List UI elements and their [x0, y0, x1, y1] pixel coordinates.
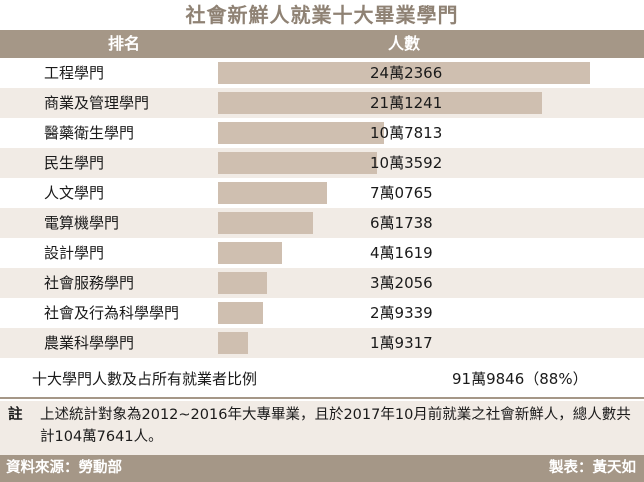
table-row: 醫藥衛生學門 10萬7813 [0, 118, 644, 148]
note-mark: 註 [8, 407, 23, 423]
value-label: 4萬1619 [370, 244, 433, 262]
bar-mark [218, 152, 377, 174]
category-label: 電算機學門 [44, 214, 120, 232]
category-label: 人文學門 [44, 184, 105, 202]
category-label: 醫藥衛生學門 [44, 124, 135, 142]
value-label: 1萬9317 [370, 334, 433, 352]
note-text: 上述統計對象為2012~2016年大專畢業，且於2017年10月前就業之社會新鮮… [40, 407, 631, 445]
table-row: 電算機學門 6萬1738 [0, 208, 644, 238]
value-label: 10萬7813 [370, 124, 443, 142]
table-row: 商業及管理學門 21萬1241 [0, 88, 644, 118]
category-label: 社會及行為科學學門 [44, 304, 180, 322]
summary-row: 十大學門人數及占所有就業者比例 91萬9846（88%） [0, 364, 644, 394]
category-label: 民生學門 [44, 154, 105, 172]
bar-mark [218, 242, 282, 264]
value-label: 21萬1241 [370, 94, 443, 112]
bar-mark [218, 122, 384, 144]
category-label: 農業科學學門 [44, 334, 135, 352]
bar-mark [218, 212, 313, 234]
divider [0, 397, 644, 399]
bar-mark [218, 182, 327, 204]
maker-credit: 製表：黃天如 [549, 460, 636, 476]
table-row: 社會服務學門 3萬2056 [0, 268, 644, 298]
value-label: 10萬3592 [370, 154, 443, 172]
value-label: 6萬1738 [370, 214, 433, 232]
value-label: 24萬2366 [370, 64, 443, 82]
bar-mark [218, 92, 542, 114]
table-header: 排名 人數 [0, 30, 644, 58]
table-row: 民生學門 10萬3592 [0, 148, 644, 178]
chart-title: 社會新鮮人就業十大畢業學門 [185, 3, 459, 27]
bar-mark [218, 62, 590, 84]
value-label: 7萬0765 [370, 184, 433, 202]
bar-mark [218, 332, 248, 354]
header-rank-label: 排名 [108, 34, 141, 53]
table-row: 社會及行為科學學門 2萬9339 [0, 298, 644, 328]
bar-rows: 工程學門 24萬2366 商業及管理學門 21萬1241 醫藥衛生學門 10萬7813 民生… [0, 58, 644, 358]
summary-value: 91萬9846（88%） [452, 370, 588, 388]
bar-mark [218, 302, 263, 324]
table-row: 設計學門 4萬1619 [0, 238, 644, 268]
category-label: 設計學門 [44, 244, 105, 262]
value-label: 2萬9339 [370, 304, 433, 322]
source-credit: 資料來源：勞動部 [6, 460, 122, 476]
footer-bar: 資料來源：勞動部 製表：黃天如 [0, 455, 644, 482]
footnote: 註 上述統計對象為2012~2016年大專畢業，且於2017年10月前就業之社會… [0, 401, 644, 455]
category-label: 工程學門 [44, 64, 105, 82]
category-label: 商業及管理學門 [44, 94, 150, 112]
summary-label: 十大學門人數及占所有就業者比例 [32, 370, 258, 388]
table-row: 人文學門 7萬0765 [0, 178, 644, 208]
bar-mark [218, 272, 267, 294]
category-label: 社會服務學門 [44, 274, 135, 292]
header-count-label: 人數 [388, 34, 421, 53]
table-row: 工程學門 24萬2366 [0, 58, 644, 88]
table-row: 農業科學學門 1萬9317 [0, 328, 644, 358]
value-label: 3萬2056 [370, 274, 433, 292]
